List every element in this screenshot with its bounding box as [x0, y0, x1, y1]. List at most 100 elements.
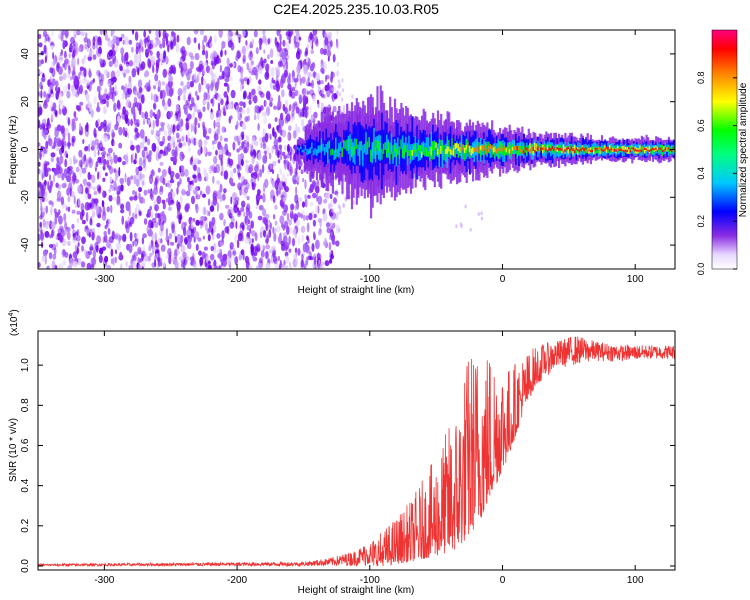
spectrogram-cell	[165, 56, 169, 65]
spectrogram-cell	[40, 184, 45, 192]
spectrogram-cell	[120, 209, 125, 214]
spectrogram-cell	[311, 142, 314, 149]
spectrogram-cell	[149, 174, 153, 185]
spectrogram-cell	[125, 69, 130, 74]
spectrogram-cell	[149, 252, 153, 257]
spectrogram-cell	[540, 144, 543, 151]
spectrogram-cell	[464, 145, 467, 161]
spectrogram-cell	[137, 79, 143, 88]
spectrogram-cell	[616, 147, 620, 151]
spectrogram-cell	[336, 30, 339, 36]
snr-multiplier-exp: 4	[8, 313, 15, 317]
spectrogram-cell	[229, 170, 234, 178]
spectrogram-cell	[141, 236, 145, 245]
spectrogram-cell	[191, 97, 195, 106]
spectrogram-cell	[562, 149, 565, 153]
spectrogram-cell	[144, 70, 150, 77]
spectrogram-cell	[588, 148, 591, 152]
spectrogram-cell	[186, 36, 191, 46]
spectrogram-cell	[663, 149, 666, 152]
spectrogram-cell	[287, 83, 292, 90]
spectrogram-cell	[136, 60, 140, 66]
spectrogram-cell	[330, 193, 333, 200]
spectrogram-cell	[298, 94, 303, 104]
spectrogram-cell	[342, 105, 346, 110]
spectrogram-cell	[484, 143, 487, 150]
spectrogram-cell	[78, 159, 83, 168]
spectrogram-cell	[355, 138, 358, 149]
spectrogram-cell	[360, 141, 363, 151]
spectrogram-cell	[172, 253, 175, 262]
spectrogram-cell	[489, 145, 492, 158]
spectrogram-cell	[290, 266, 293, 269]
spectrogram-cell	[332, 56, 336, 62]
spectrogram-cell	[48, 93, 51, 99]
spectrogram-cell	[147, 208, 151, 218]
spectrogram-cell	[154, 221, 159, 228]
spectrogram-cell	[103, 159, 106, 169]
spectrogram-cell	[216, 93, 222, 102]
spectrogram-cell	[80, 31, 85, 36]
spectrogram-cell	[320, 79, 324, 85]
spectrogram-x-tick-label: -100	[360, 274, 380, 285]
spectrogram-cell	[336, 211, 339, 216]
spectrogram-cell	[202, 78, 207, 85]
spectrogram-cell	[130, 118, 134, 126]
spectrogram-cell	[96, 184, 102, 192]
spectrogram-cell	[653, 148, 656, 151]
spectrogram-cell	[497, 147, 500, 151]
spectrogram-cell	[314, 35, 319, 45]
spectrogram-cell	[522, 150, 526, 154]
spectrogram-cell	[110, 204, 113, 214]
spectrogram-cell	[330, 40, 333, 48]
spectrogram-cell	[283, 155, 288, 160]
spectrogram-cell	[168, 127, 172, 137]
spectrogram-cell	[167, 79, 173, 89]
spectrogram-cell	[292, 179, 298, 185]
spectrogram-cell	[134, 152, 137, 161]
spectrogram-cell	[551, 146, 554, 150]
spectrogram-cell	[371, 143, 374, 157]
spectrogram-cell	[244, 116, 248, 122]
spectrogram-cell	[565, 147, 569, 151]
spectrogram-cell	[233, 167, 237, 174]
spectrogram-cell	[198, 63, 204, 73]
spectrogram-cell	[177, 181, 180, 188]
spectrogram-cell	[175, 104, 180, 112]
spectrogram-cell	[658, 148, 661, 153]
spectrogram-cell	[138, 249, 142, 255]
spectrogram-cell	[218, 264, 221, 269]
spectrogram-cell	[303, 108, 309, 118]
spectrogram-cell	[56, 156, 60, 163]
spectrogram-cell	[610, 147, 613, 150]
spectrogram-cell	[80, 261, 86, 268]
spectrogram-cell	[405, 136, 408, 153]
spectrogram-cell	[411, 150, 414, 156]
spectrogram-cell	[107, 120, 112, 128]
spectrogram-cell	[229, 76, 233, 81]
spectrogram-cell	[324, 260, 330, 267]
spectrogram-cell	[263, 49, 266, 54]
spectrogram-cell	[593, 147, 596, 150]
spectrogram-cell	[280, 74, 286, 84]
spectrogram-cell	[366, 141, 370, 155]
spectrogram-cell	[243, 90, 247, 100]
spectrogram-cell	[145, 48, 150, 54]
spectrogram-cell	[303, 65, 308, 75]
spectrogram-cell	[408, 149, 411, 156]
spectrogram-cell	[282, 235, 288, 244]
spectrogram-cell	[265, 63, 270, 72]
spectrogram-cell	[168, 255, 172, 265]
spectrogram-cell	[219, 183, 223, 193]
spectrogram-cell	[132, 254, 136, 260]
spectrogram-cell	[628, 147, 631, 150]
spectrogram-cell	[195, 194, 201, 200]
spectrogram-cell	[309, 42, 313, 48]
spectrogram-cell	[558, 147, 561, 151]
spectrogram-cell	[497, 146, 500, 159]
spectrogram-cell	[295, 219, 301, 226]
spectrogram-cell	[325, 143, 328, 153]
spectrogram-cell	[299, 77, 302, 86]
spectrogram-cell	[40, 76, 46, 83]
spectrogram-cell	[96, 235, 101, 244]
